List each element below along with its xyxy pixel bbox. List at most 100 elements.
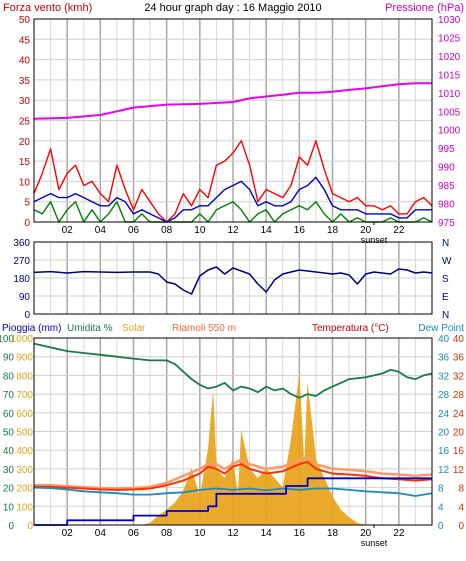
direction-y-tick-label: 180 <box>13 274 30 285</box>
direction-y-tick-label: 270 <box>13 256 30 267</box>
pressure-y-tick-label: 1020 <box>438 52 461 63</box>
panel-3-x-tick-label: 22 <box>393 528 405 539</box>
dewpoint-y-tick-label: 24 <box>438 409 450 420</box>
pressure-series-line <box>33 82 432 120</box>
solar-y-tick-label: 100 <box>16 502 33 513</box>
temperature-axis-label: Temperatura (°C) <box>312 323 389 334</box>
dewpoint-y-tick-label: 32 <box>438 371 450 382</box>
solar-y-tick-label: 900 <box>16 353 33 364</box>
wind-y-tick-label: 35 <box>19 76 31 87</box>
panel-3-frame <box>33 337 433 526</box>
wind-axis-label: Forza vento (kmh) <box>3 2 92 14</box>
wind-y-tick-label: 20 <box>19 137 31 148</box>
grid-layer <box>34 19 432 525</box>
humidity-y-tick-label: 70 <box>3 390 15 401</box>
wind-y-tick-label: 5 <box>24 198 30 209</box>
wind-y-tick-label: 45 <box>19 35 31 46</box>
solar-series-area <box>34 375 432 526</box>
temperature-y-tick-label: 32 <box>453 371 465 382</box>
solar-y-tick-label: 800 <box>16 371 33 382</box>
rain-axis-label: Pioggia (mm) <box>2 323 61 334</box>
humidity-y-tick-label: 90 <box>3 353 15 364</box>
pressure-y-tick-label: 995 <box>438 144 455 155</box>
humidity-y-tick-label: 60 <box>3 409 15 420</box>
panel-1-x-tick-label: 02 <box>62 225 74 236</box>
temperature-y-tick-label: 0 <box>458 521 464 532</box>
pressure-y-tick-label: 1005 <box>438 107 461 118</box>
panel-1-x-tick-label: 22 <box>393 225 405 236</box>
panel-3-x-tick-label: 14 <box>261 528 273 539</box>
axes-layer: 0510152025303540455097598098599099510001… <box>0 15 464 548</box>
panel-1-x-tick-label: 20 <box>360 225 372 236</box>
direction-compass-label: E <box>442 292 449 303</box>
humidity-y-tick-label: 20 <box>3 484 15 495</box>
pressure-y-tick-label: 985 <box>438 181 455 192</box>
dewpoint-y-tick-label: 36 <box>438 353 450 364</box>
direction-compass-label: N <box>442 310 449 321</box>
wind-y-tick-label: 30 <box>19 96 31 107</box>
panel-1-x-tick-label: 04 <box>95 225 107 236</box>
temperature-y-tick-label: 36 <box>453 353 465 364</box>
temperature-y-tick-label: 28 <box>453 390 465 401</box>
humidity-series-line <box>33 342 433 399</box>
direction-compass-label: W <box>442 256 452 267</box>
panel-3-sunset-label: sunset <box>361 538 388 548</box>
humidity-y-tick-label: 10 <box>3 502 15 513</box>
wind-y-tick-label: 10 <box>19 177 31 188</box>
pressure-y-tick-label: 980 <box>438 200 455 211</box>
dewpoint-y-tick-label: 20 <box>438 428 450 439</box>
wind-y-tick-label: 50 <box>19 15 31 26</box>
station-label: Riamoli 550 m <box>172 323 236 334</box>
panel-2-frame <box>33 241 433 315</box>
panel-3-x-tick-label: 16 <box>294 528 306 539</box>
dewpoint-y-tick-label: 4 <box>438 502 444 513</box>
wind-y-tick-label: 15 <box>19 157 31 168</box>
pressure-y-tick-label: 1015 <box>438 70 461 81</box>
dewpoint-y-tick-label: 0 <box>438 521 444 532</box>
humidity-y-tick-label: 40 <box>3 446 15 457</box>
solar-y-tick-label: 1000 <box>11 334 34 345</box>
pressure-y-tick-label: 1010 <box>438 89 461 100</box>
temperature-series-line <box>34 460 433 491</box>
panel-1-x-tick-label: 08 <box>161 225 173 236</box>
panel-3-x-tick-label: 12 <box>227 528 239 539</box>
panel-1-x-tick-label: 14 <box>261 225 273 236</box>
solar-y-tick-label: 300 <box>16 465 33 476</box>
dewpoint-axis-label: Dew Point <box>418 323 464 334</box>
wind-y-tick-label: 0 <box>24 218 30 229</box>
panel-3-x-tick-label: 18 <box>327 528 339 539</box>
chart-title: 24 hour graph day : 16 Maggio 2010 <box>144 2 321 14</box>
temperature-y-tick-label: 16 <box>453 446 465 457</box>
humidity-y-tick-label: 50 <box>3 428 15 439</box>
pressure-axis-label: Pressione (hPa) <box>385 2 464 14</box>
pressure-y-tick-label: 1025 <box>438 33 461 44</box>
dewpoint-y-tick-label: 40 <box>438 334 450 345</box>
panel-3-x-tick-label: 10 <box>194 528 206 539</box>
dewpoint-series-line <box>33 486 433 497</box>
dewpoint-y-tick-label: 16 <box>438 446 450 457</box>
solar-y-tick-label: 600 <box>16 409 33 420</box>
wind-y-tick-label: 40 <box>19 56 31 67</box>
solar-y-tick-label: 500 <box>16 428 33 439</box>
pressure-y-tick-label: 1030 <box>438 15 461 26</box>
direction-compass-label: S <box>442 274 449 285</box>
solar-y-tick-label: 200 <box>16 484 33 495</box>
humidity-y-tick-label: 0 <box>8 521 14 532</box>
solar-axis-label: Solar <box>122 323 146 334</box>
solar-y-tick-label: 700 <box>16 390 33 401</box>
temperature-y-tick-label: 8 <box>458 484 464 495</box>
temperature-y-tick-label: 24 <box>453 409 465 420</box>
direction-y-tick-label: 360 <box>13 238 30 249</box>
solar-y-tick-label: 0 <box>27 521 33 532</box>
humidity-y-tick-label: 30 <box>3 465 15 476</box>
pressure-y-tick-label: 1000 <box>438 126 461 137</box>
pressure-y-tick-label: 975 <box>438 218 455 229</box>
panel-3-x-tick-label: 04 <box>95 528 107 539</box>
wind_avg-series-line <box>33 176 432 223</box>
direction-y-tick-label: 0 <box>24 310 30 321</box>
humidity-y-tick-label: 100 <box>0 334 14 345</box>
panel-1-x-tick-label: 16 <box>294 225 306 236</box>
dewpoint-y-tick-label: 28 <box>438 390 450 401</box>
